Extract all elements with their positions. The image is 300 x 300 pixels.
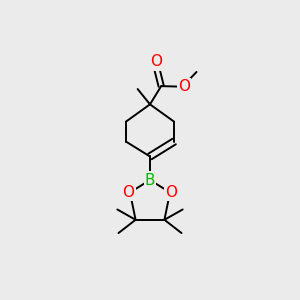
Text: B: B bbox=[145, 172, 155, 188]
Text: O: O bbox=[166, 185, 178, 200]
Text: O: O bbox=[150, 55, 162, 70]
Text: O: O bbox=[122, 185, 134, 200]
Text: O: O bbox=[178, 79, 190, 94]
